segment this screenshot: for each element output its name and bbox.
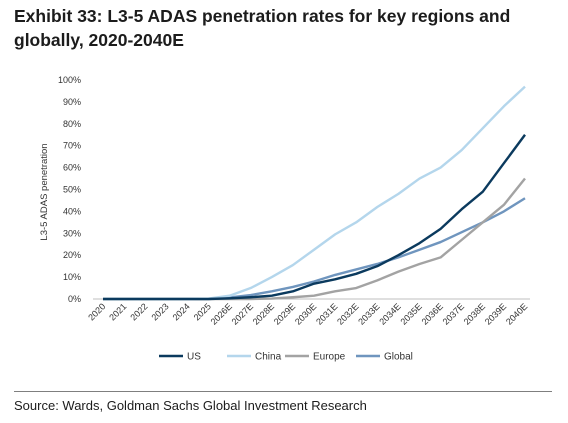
plot-area xyxy=(103,85,526,301)
x-tick-label: 2040E xyxy=(504,301,529,326)
x-tick-label: 2026E xyxy=(209,301,234,326)
legend-item-china: China xyxy=(227,352,282,363)
x-tick-label: 2035E xyxy=(398,301,423,326)
x-tick-label: 2037E xyxy=(441,301,466,326)
y-tick-label: 50% xyxy=(63,185,81,195)
source-note: Source: Wards, Goldman Sachs Global Inve… xyxy=(14,398,367,413)
y-tick-label: 90% xyxy=(63,97,81,107)
x-tick-label: 2032E xyxy=(335,301,360,326)
y-tick-label: 10% xyxy=(63,272,81,282)
legend-item-us: US xyxy=(159,352,201,363)
legend-label: China xyxy=(255,352,282,363)
legend-label: US xyxy=(187,352,201,363)
y-tick-label: 60% xyxy=(63,163,81,173)
y-axis: L3-5 ADAS penetration 0% 10% 20% 30% 40% 50% 6… xyxy=(39,75,81,304)
y-tick-label: 80% xyxy=(63,119,81,129)
x-tick-label: 2039E xyxy=(483,301,508,326)
legend-item-global: Global xyxy=(356,352,413,363)
x-tick-label: 2023 xyxy=(149,301,170,322)
x-tick-label: 2038E xyxy=(462,301,487,326)
series-line-china xyxy=(103,85,526,301)
x-tick-label: 2034E xyxy=(377,301,402,326)
y-axis-label: L3-5 ADAS penetration xyxy=(39,143,50,240)
x-tick-label: 2030E xyxy=(293,301,318,326)
y-tick-label: 100% xyxy=(58,75,81,85)
x-tick-label: 2029E xyxy=(272,301,297,326)
chart: L3-5 ADAS penetration 0% 10% 20% 30% 40% 50% 6… xyxy=(39,75,530,363)
divider xyxy=(14,391,552,392)
x-tick-label: 2028E xyxy=(251,301,276,326)
y-tick-label: 70% xyxy=(63,141,81,151)
page-title: Exhibit 33: L3-5 ADAS penetration rates … xyxy=(14,6,511,50)
legend-label: Europe xyxy=(313,352,346,363)
y-tick-label: 40% xyxy=(63,206,81,216)
x-tick-label: 2022 xyxy=(128,301,149,322)
y-tick-label: 30% xyxy=(63,228,81,238)
legend-item-europe: Europe xyxy=(285,352,346,363)
y-tick-label: 20% xyxy=(63,250,81,260)
x-tick-label: 2021 xyxy=(107,301,128,322)
x-tick-label: 2024 xyxy=(171,301,192,322)
y-tick-label: 0% xyxy=(68,294,81,304)
x-tick-label: 2033E xyxy=(356,301,381,326)
x-tick-label: 2036E xyxy=(420,301,445,326)
x-tick-label: 2027E xyxy=(230,301,255,326)
x-tick-label: 2020 xyxy=(86,301,107,322)
legend: US China Europe Global xyxy=(159,352,413,363)
x-tick-label: 2031E xyxy=(314,301,339,326)
series-line-us xyxy=(103,134,526,301)
legend-label: Global xyxy=(384,352,413,363)
x-axis: 2020 2021 2022 2023 2024 20252026E2027E2028E2… xyxy=(86,298,530,327)
